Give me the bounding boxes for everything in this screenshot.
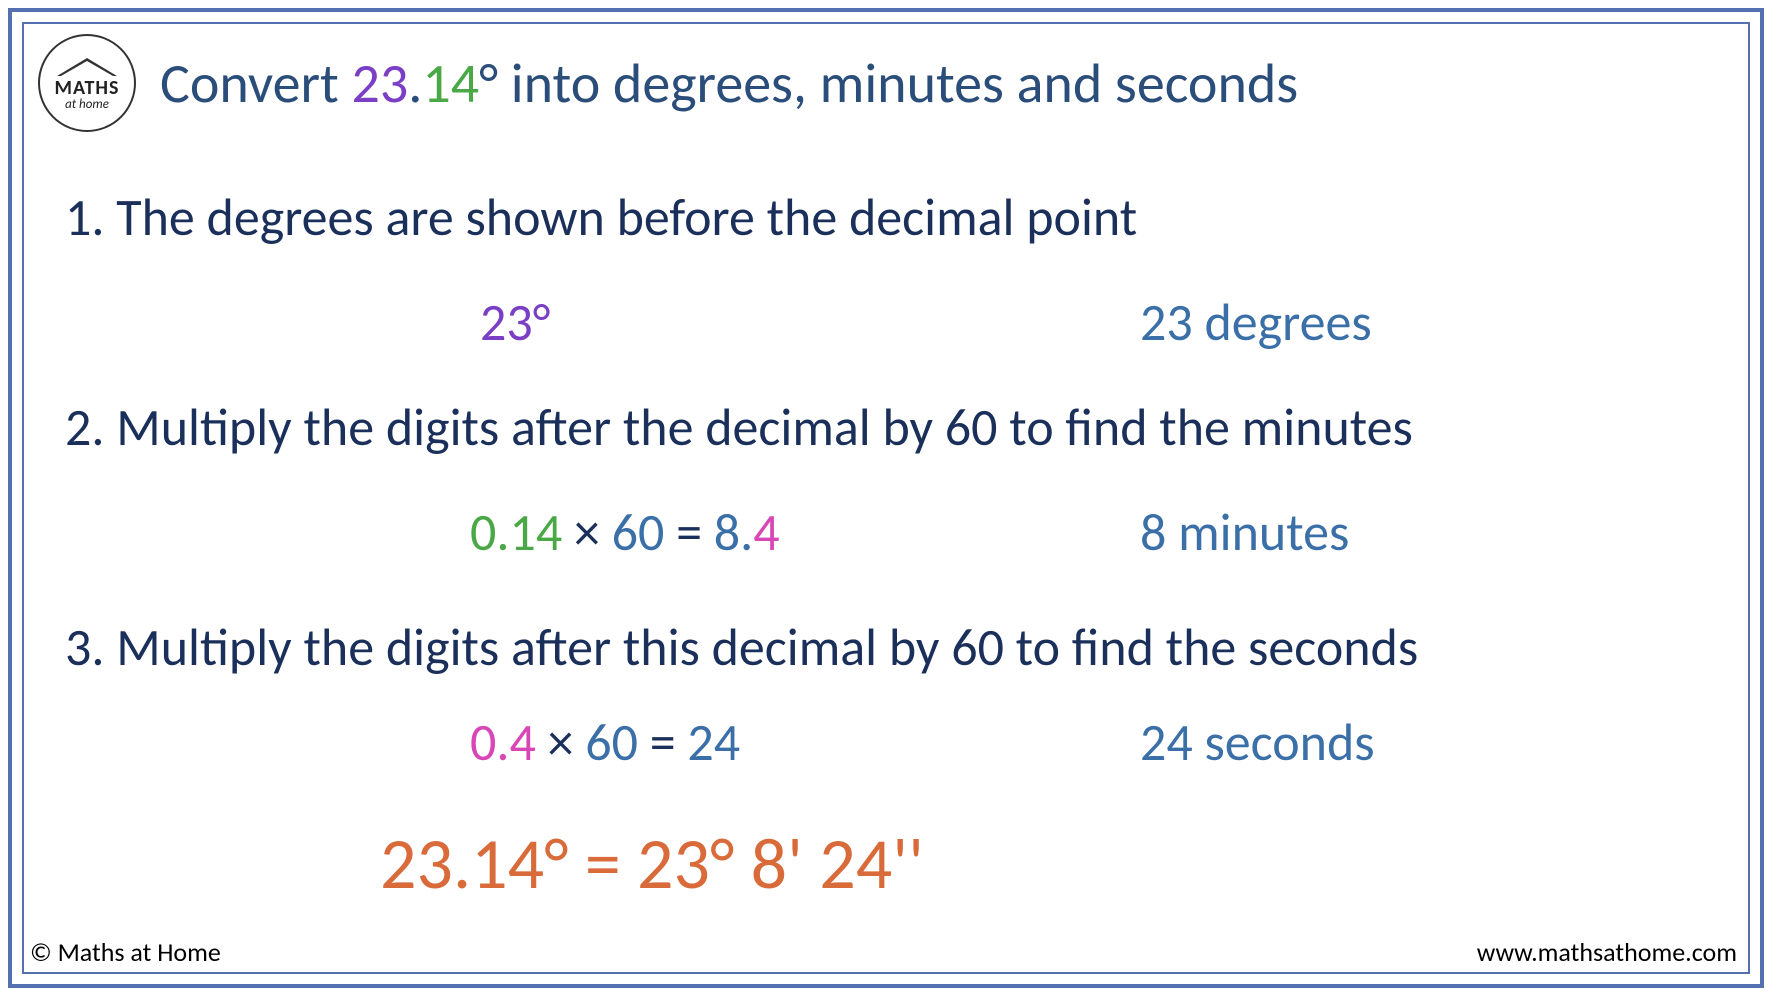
step-3-expression: 0.4 × 60 = 24: [470, 710, 740, 774]
step-2-eq: =: [664, 500, 713, 564]
step-3-operand: 0.4: [470, 710, 536, 774]
logo-text-sub: at home: [65, 98, 109, 111]
step-2-result-dec: 4: [753, 500, 779, 564]
step-3-sixty: 60: [585, 710, 638, 774]
step-2-result-int: 8.: [714, 500, 753, 564]
logo-text-main: MATHS: [54, 78, 119, 98]
title-suffix: ° into degrees, minutes and seconds: [479, 50, 1298, 118]
step-2-label: 8 minutes: [1140, 500, 1349, 564]
title-integer: 23: [351, 50, 408, 118]
website-text: www.mathsathome.com: [1477, 936, 1737, 968]
step-3-label: 24 seconds: [1140, 710, 1375, 774]
step-2-text: 2. Multiply the digits after the decimal…: [65, 395, 1413, 459]
step-1-value: 23°: [480, 290, 550, 354]
logo: MATHS at home: [38, 34, 136, 132]
step-1-label: 23 degrees: [1140, 290, 1372, 354]
step-3-times: ×: [536, 710, 585, 774]
step-2-operand: 0.14: [470, 500, 562, 564]
logo-roof-icon: [57, 56, 117, 76]
title-prefix: Convert: [160, 50, 351, 118]
step-1-text: 1. The degrees are shown before the deci…: [65, 185, 1137, 249]
step-2-times: ×: [562, 500, 611, 564]
step-3-eq: =: [638, 710, 687, 774]
step-2-expression: 0.14 × 60 = 8.4: [470, 500, 780, 564]
title-dot: .: [408, 50, 422, 118]
page-title: Convert 23.14° into degrees, minutes and…: [160, 50, 1298, 118]
step-3-text: 3. Multiply the digits after this decima…: [65, 615, 1418, 679]
copyright-text: © Maths at Home: [30, 936, 221, 968]
step-2-sixty: 60: [612, 500, 665, 564]
final-answer: 23.14° = 23° 8' 24'': [380, 820, 924, 908]
step-3-result: 24: [687, 710, 740, 774]
title-decimal: 14: [422, 50, 479, 118]
